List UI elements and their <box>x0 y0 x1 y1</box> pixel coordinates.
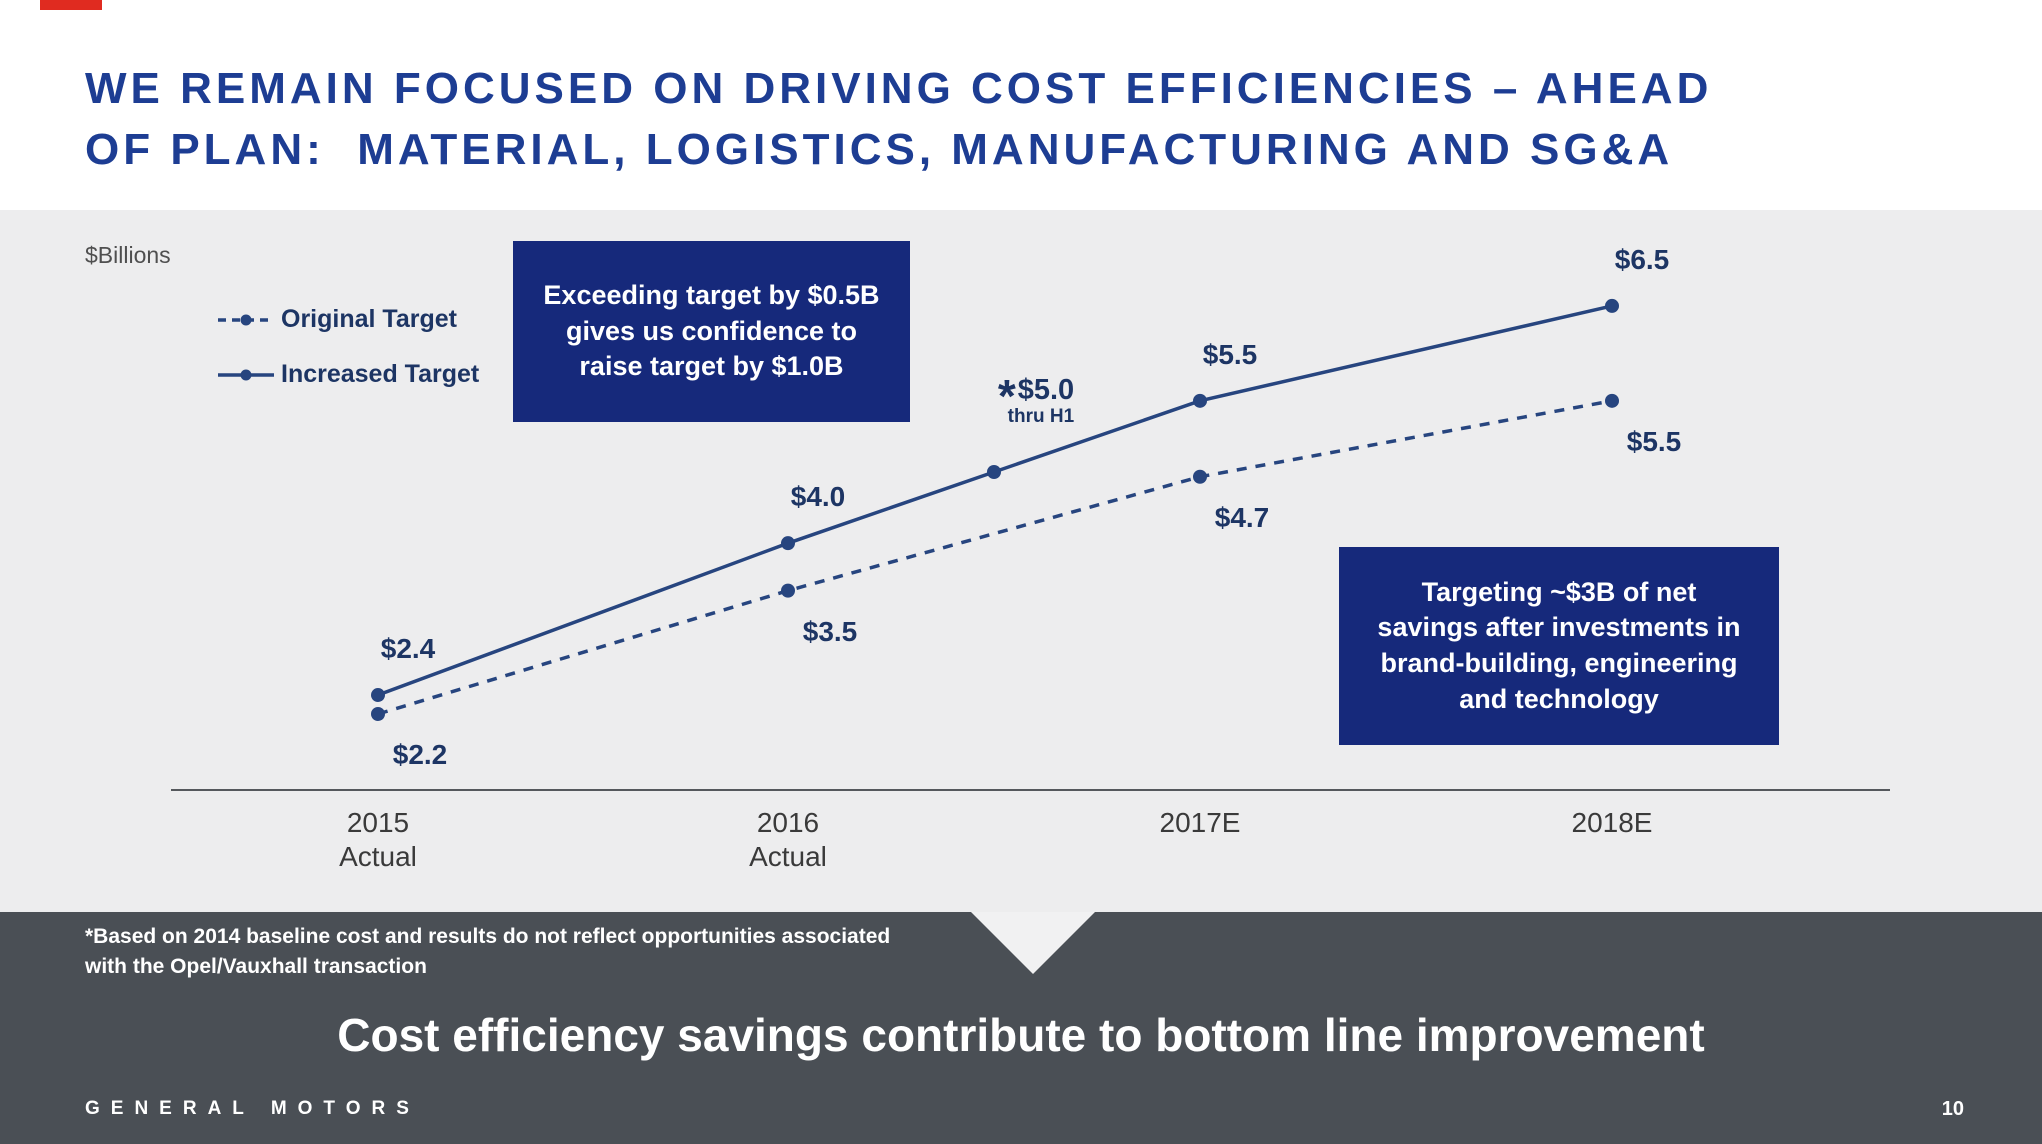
red-corner-accent <box>40 0 102 10</box>
data-point <box>1605 393 1619 408</box>
chart-legend: Original Target Increased Target <box>217 305 479 389</box>
line-chart <box>171 298 1890 791</box>
solid-line-marker-icon <box>218 369 274 380</box>
legend-item-increased-target: Increased Target <box>217 360 479 389</box>
data-point <box>987 465 1001 480</box>
interim-annotation: * $5.0 thru H1 <box>998 373 1075 428</box>
callout-exceeding-target: Exceeding target by $0.5B gives us confid… <box>513 241 910 422</box>
data-point <box>781 536 795 551</box>
takeaway-headline: Cost efficiency savings contribute to bo… <box>337 1009 1705 1061</box>
data-point <box>1193 393 1207 408</box>
data-label: $2.2 <box>392 739 448 770</box>
dashed-line-marker-icon <box>218 314 274 325</box>
data-point <box>781 583 795 598</box>
data-label: $2.4 <box>380 633 436 665</box>
footnote-asterisk: * <box>997 370 1016 422</box>
data-point <box>371 707 385 721</box>
chart-area: $Billions $2.2 $3.5 $4.7 $5.5 $2.4 $4.0 $5.5 $6… <box>0 210 2042 912</box>
legend-item-original-target: Original Target <box>217 305 479 334</box>
data-label: $4.0 <box>790 481 846 513</box>
page-number: 10 <box>1941 1098 1964 1120</box>
gm-wordmark: GENERAL MOTORS <box>85 1098 420 1119</box>
data-point <box>1193 469 1207 484</box>
interim-annotation-value: * $5.0 <box>998 373 1075 419</box>
slide-title: WE REMAIN FOCUSED ON DRIVING COST EFFICI… <box>85 64 1713 174</box>
data-label: $5.5 <box>1626 425 1682 457</box>
units-label: $Billions <box>85 242 171 268</box>
chart-labels-layer: $2.2 $3.5 $4.7 $5.5 $2.4 $4.0 $5.5 $6.5 2015 Actu… <box>0 210 2042 912</box>
data-point <box>371 688 385 703</box>
footnote: *Based on 2014 baseline cost and results… <box>85 925 891 979</box>
data-label: $3.5 <box>802 615 858 647</box>
data-label: $5.5 <box>1202 338 1258 370</box>
interim-annotation-sublabel: thru H1 <box>1007 406 1075 427</box>
x-tick-label: 2017E <box>1159 807 1241 838</box>
data-point <box>1605 298 1619 313</box>
data-label: $6.5 <box>1614 243 1670 275</box>
original-target-line <box>377 399 1613 716</box>
legend-label: Increased Target <box>281 360 480 388</box>
footer: *Based on 2014 baseline cost and results… <box>0 912 2042 1144</box>
x-tick-label: 2015 Actual <box>339 807 417 872</box>
interim-value-label: $5.0 <box>1017 374 1075 406</box>
callout-net-savings: Targeting ~$3B of net savings after inves… <box>1339 547 1779 745</box>
down-arrow-pointer <box>971 912 1095 974</box>
x-tick-label: 2018E <box>1571 807 1653 838</box>
x-tick-label: 2016 Actual <box>749 807 827 872</box>
legend-label: Original Target <box>281 305 457 333</box>
data-label: $4.7 <box>1214 501 1270 533</box>
